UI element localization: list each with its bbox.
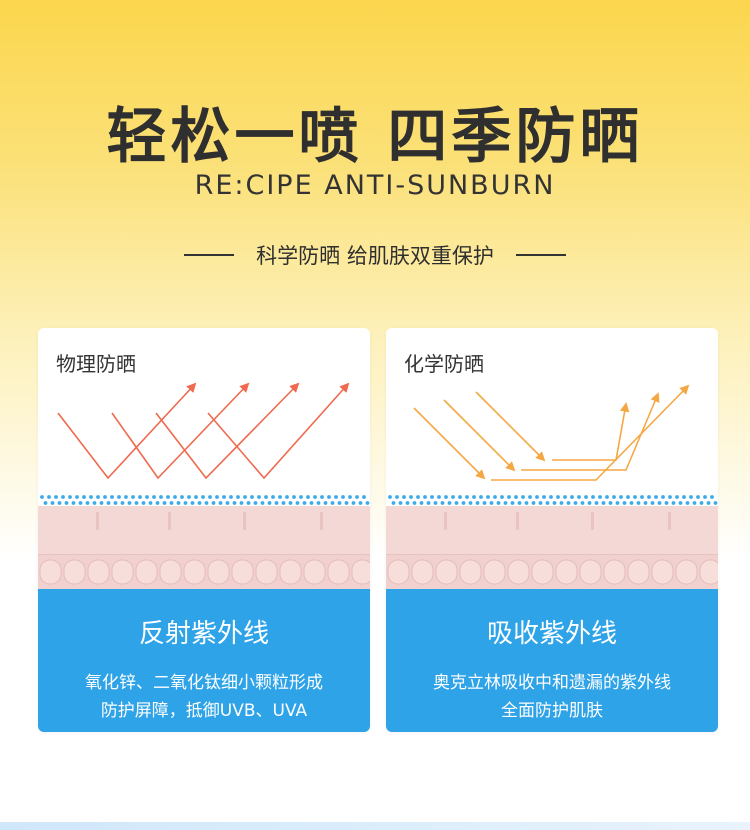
uv-filter-particles bbox=[40, 495, 370, 505]
card-description: 氧化锌、二氧化钛细小颗粒形成 防护屏障，抵御UVB、UVA bbox=[38, 669, 370, 725]
card-result: 吸收紫外线 bbox=[486, 619, 617, 649]
tagline-right-divider bbox=[515, 254, 566, 256]
tagline: 科学防晒 给肌肤双重保护 bbox=[256, 244, 494, 268]
skin-cells-layer bbox=[386, 555, 718, 589]
tagline-left-divider bbox=[184, 254, 235, 256]
uv-filter-particles bbox=[388, 495, 718, 505]
card-info-panel: 反射紫外线 氧化锌、二氧化钛细小颗粒形成 防护屏障，抵御UVB、UVA bbox=[38, 589, 370, 732]
chemical-sunscreen-card: 化学防晒 吸收紫外线 奥克立林吸收中和遗漏的紫外线 全面防护肌肤 bbox=[386, 328, 718, 732]
desc-line-1: 奥克立林吸收中和遗漏的紫外线 bbox=[433, 673, 671, 693]
skin-cells-layer bbox=[38, 555, 370, 589]
card-description: 奥克立林吸收中和遗漏的紫外线 全面防护肌肤 bbox=[386, 669, 718, 725]
tagline-row: 科学防晒 给肌肤双重保护 bbox=[0, 240, 750, 270]
reflected-rays-illustration bbox=[57, 382, 350, 480]
card-info-panel: 吸收紫外线 奥克立林吸收中和遗漏的紫外线 全面防护肌肤 bbox=[386, 589, 718, 732]
card-title: 物理防晒 bbox=[56, 352, 136, 376]
bottom-strip bbox=[0, 822, 750, 830]
card-result: 反射紫外线 bbox=[138, 619, 269, 649]
skin-layer bbox=[386, 506, 718, 555]
desc-line-2: 全面防护肌肤 bbox=[501, 701, 603, 721]
headline: 轻松一喷 四季防晒 bbox=[106, 102, 644, 172]
card-title: 化学防晒 bbox=[404, 352, 484, 376]
desc-line-2: 防护屏障，抵御UVB、UVA bbox=[100, 701, 308, 721]
skin-layer bbox=[38, 506, 370, 555]
physical-sunscreen-card: 物理防晒 反射紫外线 氧化锌、二氧化钛细小颗粒形成 防护屏障，抵御UVB、UVA bbox=[38, 328, 370, 732]
absorbed-rays-illustration bbox=[413, 384, 690, 481]
desc-line-1: 氧化锌、二氧化钛细小颗粒形成 bbox=[85, 673, 323, 693]
subheadline: RE:CIPE ANTI-SUNBURN bbox=[194, 170, 556, 201]
